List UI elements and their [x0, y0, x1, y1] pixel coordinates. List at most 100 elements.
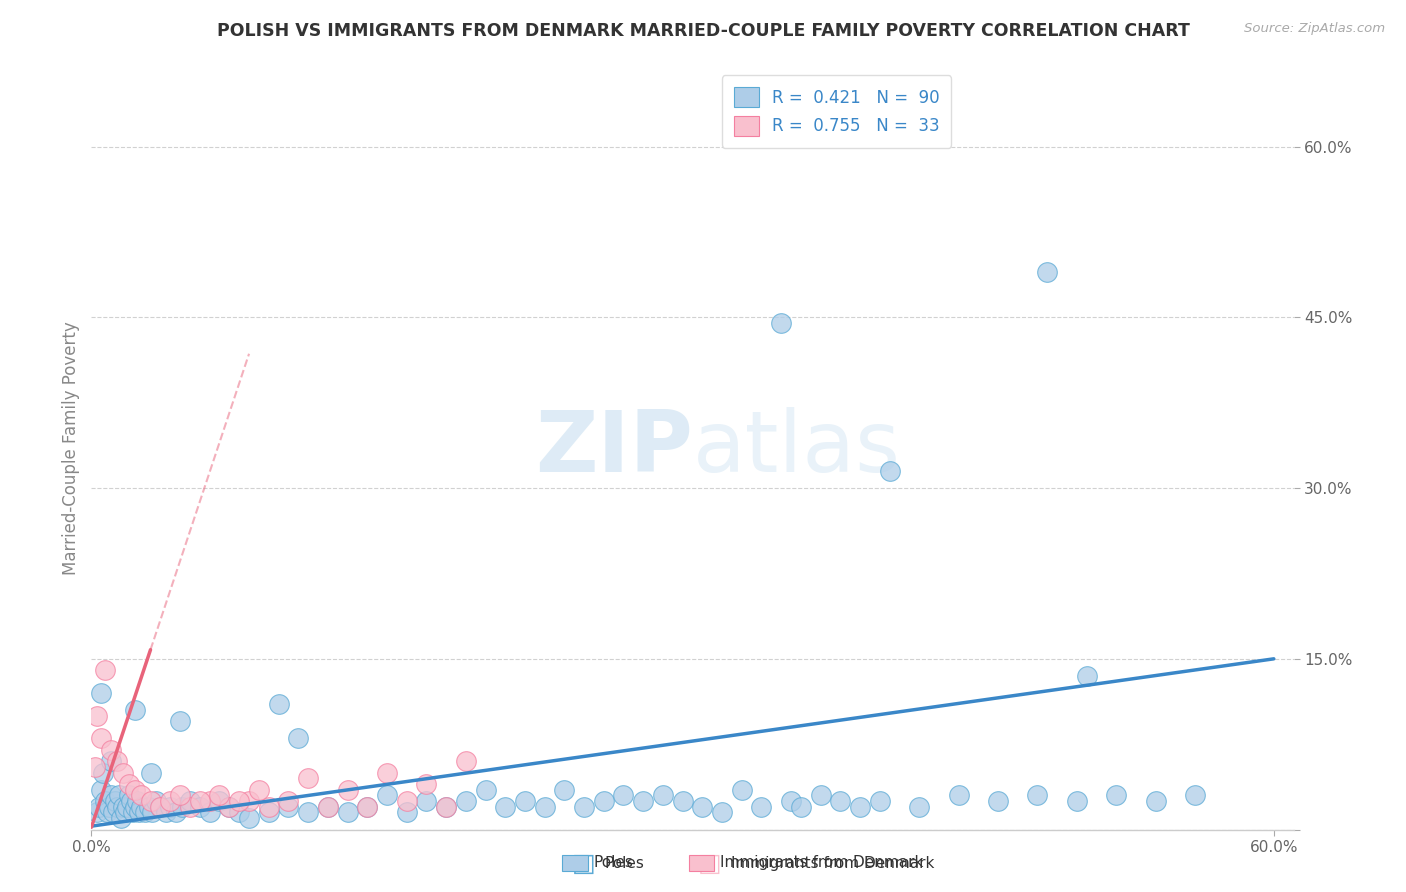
- Point: [141, 805, 163, 820]
- Point: [238, 794, 260, 808]
- Point: [869, 794, 891, 808]
- Point: [297, 772, 319, 786]
- Point: [257, 799, 280, 814]
- Point: [170, 799, 193, 814]
- Point: [711, 805, 734, 820]
- Point: [267, 698, 290, 712]
- Text: Poles: Poles: [593, 855, 633, 870]
- Point: [105, 799, 128, 814]
- Point: [494, 799, 516, 814]
- Point: [128, 805, 150, 820]
- Point: [415, 794, 437, 808]
- Point: [533, 799, 555, 814]
- Point: [316, 799, 339, 814]
- Point: [104, 794, 127, 808]
- Point: [188, 799, 211, 814]
- Point: [149, 799, 172, 814]
- Point: [129, 799, 152, 814]
- Point: [277, 794, 299, 808]
- Point: [1184, 789, 1206, 803]
- Point: [120, 794, 142, 808]
- Point: [434, 799, 457, 814]
- Text: □: □: [572, 852, 595, 875]
- Point: [1105, 789, 1128, 803]
- Point: [91, 765, 114, 780]
- Point: [948, 789, 970, 803]
- Point: [121, 805, 143, 820]
- Point: [90, 731, 112, 746]
- Point: [790, 799, 813, 814]
- Point: [139, 794, 162, 808]
- Point: [474, 782, 496, 797]
- Point: [631, 794, 654, 808]
- Point: [395, 794, 418, 808]
- Point: [138, 799, 160, 814]
- Text: POLISH VS IMMIGRANTS FROM DENMARK MARRIED-COUPLE FAMILY POVERTY CORRELATION CHAR: POLISH VS IMMIGRANTS FROM DENMARK MARRIE…: [217, 22, 1189, 40]
- Point: [238, 811, 260, 825]
- Point: [124, 799, 146, 814]
- Point: [159, 799, 181, 814]
- Point: [124, 782, 146, 797]
- Point: [105, 754, 128, 768]
- Point: [155, 805, 177, 820]
- Point: [94, 663, 117, 677]
- Point: [90, 782, 112, 797]
- Point: [179, 794, 201, 808]
- Point: [149, 799, 172, 814]
- Point: [228, 805, 250, 820]
- Point: [129, 789, 152, 803]
- Point: [257, 805, 280, 820]
- Text: Immigrants from Denmark: Immigrants from Denmark: [720, 855, 924, 870]
- Point: [111, 799, 134, 814]
- Point: [159, 794, 181, 808]
- Point: [651, 789, 673, 803]
- Point: [751, 799, 773, 814]
- Point: [84, 760, 107, 774]
- Point: [770, 316, 793, 330]
- Point: [780, 794, 803, 808]
- Point: [415, 777, 437, 791]
- Point: [90, 686, 112, 700]
- Point: [375, 765, 398, 780]
- Point: [336, 805, 359, 820]
- Point: [1026, 789, 1049, 803]
- Point: [111, 765, 134, 780]
- Text: Immigrants from Denmark: Immigrants from Denmark: [731, 856, 935, 871]
- Point: [572, 799, 595, 814]
- Point: [1076, 669, 1098, 683]
- Text: ZIP: ZIP: [534, 407, 692, 490]
- Point: [165, 805, 187, 820]
- Point: [316, 799, 339, 814]
- Point: [218, 799, 240, 814]
- Point: [96, 805, 118, 820]
- Point: [114, 805, 136, 820]
- Point: [1066, 794, 1088, 808]
- Legend: R =  0.421   N =  90, R =  0.755   N =  33: R = 0.421 N = 90, R = 0.755 N = 33: [723, 75, 952, 147]
- Point: [100, 754, 122, 768]
- Point: [830, 794, 852, 808]
- Point: [513, 794, 536, 808]
- Point: [336, 782, 359, 797]
- Point: [86, 708, 108, 723]
- Point: [86, 805, 108, 820]
- Point: [297, 805, 319, 820]
- Point: [592, 794, 614, 808]
- Point: [188, 794, 211, 808]
- Point: [454, 754, 477, 768]
- Point: [553, 782, 575, 797]
- Point: [287, 731, 309, 746]
- Point: [145, 794, 167, 808]
- Text: Source: ZipAtlas.com: Source: ZipAtlas.com: [1244, 22, 1385, 36]
- Point: [356, 799, 378, 814]
- Point: [731, 782, 754, 797]
- Point: [139, 765, 162, 780]
- Text: □: □: [572, 852, 595, 875]
- Point: [671, 794, 693, 808]
- Point: [375, 789, 398, 803]
- Point: [98, 799, 121, 814]
- Point: [692, 799, 714, 814]
- Point: [395, 805, 418, 820]
- Point: [115, 799, 138, 814]
- Point: [198, 794, 221, 808]
- Point: [124, 703, 146, 717]
